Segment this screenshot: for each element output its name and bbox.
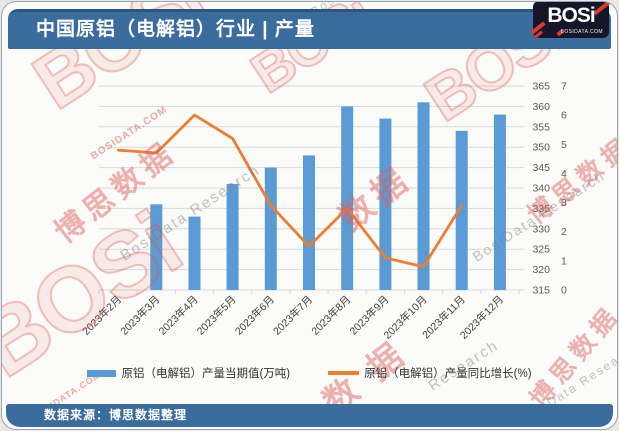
bar (417, 102, 430, 290)
left-axis-label: 360 (532, 101, 550, 113)
header-bar: 中国原铝（电解铝）行业 | 产量 (8, 9, 611, 49)
right-axis-label: 7 (561, 81, 567, 93)
left-axis-label: 325 (532, 244, 550, 256)
footer-bar: 数据来源：博思数据整理 (6, 404, 613, 427)
right-axis-label: 3 (561, 197, 567, 209)
bar-series-swatch-icon (87, 369, 117, 377)
data-source-text: 数据来源：博思数据整理 (44, 408, 188, 422)
bar (493, 114, 506, 290)
x-axis-label: 2023年7月 (270, 293, 315, 338)
logo-text: BOSi (547, 4, 595, 27)
x-axis-label: 2023年6月 (232, 293, 277, 338)
logo-subtext: BOSIDATA.COM (560, 29, 603, 35)
legend-item-production: 原铝（电解铝）产量当期值(万吨) (87, 365, 290, 381)
bar (303, 155, 315, 290)
legend-label-growth: 原铝（电解铝）产量同比增长(%) (364, 368, 532, 380)
left-axis-label: 365 (532, 81, 550, 93)
bar (226, 183, 239, 290)
x-axis-label: 2023年4月 (156, 293, 201, 338)
left-axis-label: 335 (532, 203, 550, 215)
bar (188, 216, 201, 290)
x-axis-label: 2023年5月 (194, 293, 239, 338)
bar (150, 204, 163, 290)
legend-item-growth: 原铝（电解铝）产量同比增长(%) (328, 365, 532, 381)
left-axis-label: 345 (532, 162, 550, 174)
bosi-logo: BOSi BOSIDATA.COM (530, 2, 613, 39)
bar (379, 118, 392, 290)
left-axis-label: 320 (532, 264, 550, 276)
x-axis-label: 2023年3月 (118, 293, 163, 338)
left-axis-label: 340 (532, 183, 550, 195)
left-axis-label: 315 (532, 285, 550, 297)
right-axis-label: 2 (561, 226, 567, 238)
bar (455, 130, 468, 290)
x-axis-label: 2023年2月 (80, 293, 125, 338)
legend-label-production: 原铝（电解铝）产量当期值(万吨) (121, 368, 291, 380)
trend-line (116, 113, 464, 269)
left-axis-label: 350 (532, 142, 550, 154)
right-axis-label: 4 (561, 168, 567, 180)
line-series-swatch-icon (328, 371, 360, 375)
left-axis-label: 330 (532, 223, 550, 235)
right-axis-label: 1 (561, 255, 567, 267)
bar (264, 167, 277, 290)
right-axis-label: 0 (561, 285, 567, 297)
right-axis-label: 6 (561, 110, 567, 122)
bar (341, 106, 354, 291)
right-axis-label: 5 (561, 139, 567, 151)
page-title: 中国原铝（电解铝）行业 | 产量 (36, 19, 315, 40)
chart-legend: 原铝（电解铝）产量当期值(万吨) 原铝（电解铝）产量同比增长(%) (2, 364, 617, 382)
left-axis-label: 355 (532, 121, 550, 133)
x-axis-label: 2023年8月 (309, 293, 354, 338)
